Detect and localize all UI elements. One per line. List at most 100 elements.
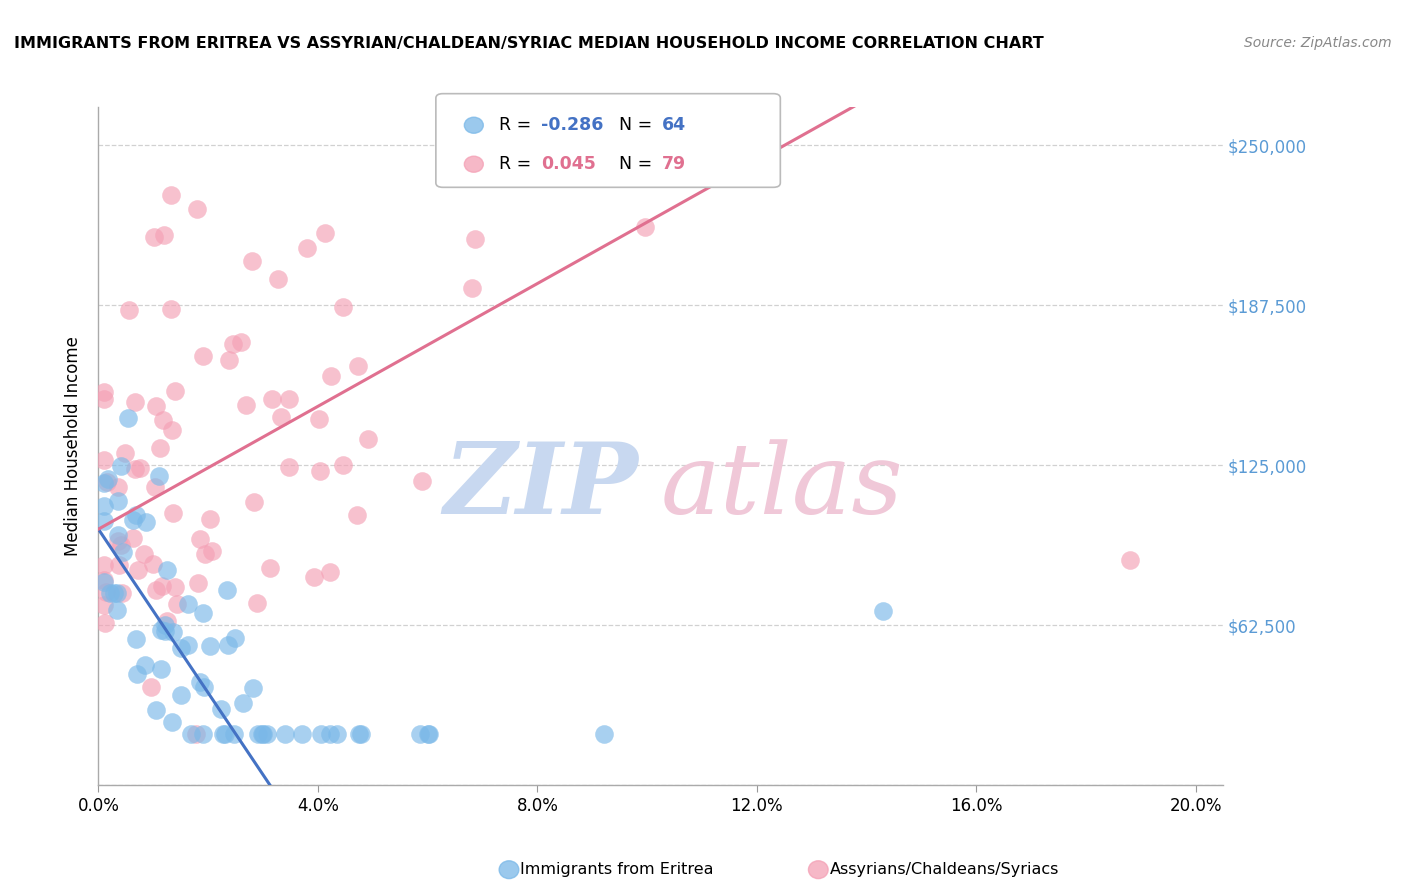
Point: [93, 574, 115, 589]
Point: [243, 495, 266, 509]
Point: [93, 475, 115, 490]
Point: [153, 227, 176, 242]
Point: [162, 625, 184, 640]
Point: [872, 604, 894, 618]
Point: [201, 543, 224, 558]
Text: Immigrants from Eritrea: Immigrants from Eritrea: [520, 863, 714, 877]
Point: [278, 392, 301, 406]
Point: [224, 631, 246, 645]
Point: [209, 702, 232, 716]
Point: [224, 727, 246, 741]
Point: [105, 603, 128, 617]
Text: R =: R =: [499, 155, 543, 173]
Point: [191, 727, 214, 741]
Point: [93, 573, 115, 587]
Point: [1119, 553, 1142, 567]
Point: [240, 253, 263, 268]
Text: N =: N =: [619, 116, 658, 134]
Point: [105, 586, 128, 600]
Point: [260, 392, 283, 406]
Point: [128, 461, 150, 475]
Point: [110, 538, 132, 552]
Point: [111, 585, 134, 599]
Point: [93, 599, 115, 613]
Point: [270, 409, 292, 424]
Point: [193, 680, 215, 694]
Point: [411, 475, 433, 489]
Text: Assyrians/Chaldeans/Syriacs: Assyrians/Chaldeans/Syriacs: [830, 863, 1059, 877]
Point: [274, 727, 297, 741]
Text: 0.045: 0.045: [541, 155, 596, 173]
Point: [145, 582, 167, 597]
Point: [124, 462, 146, 476]
Point: [198, 639, 221, 653]
Point: [256, 727, 278, 741]
Point: [103, 586, 125, 600]
Point: [318, 727, 340, 741]
Point: [252, 727, 274, 741]
Point: [107, 494, 129, 508]
Point: [150, 579, 173, 593]
Point: [188, 533, 211, 547]
Point: [98, 586, 121, 600]
Point: [149, 441, 172, 455]
Point: [418, 727, 440, 741]
Point: [127, 667, 149, 681]
Point: [408, 727, 430, 741]
Point: [125, 508, 148, 522]
Text: 64: 64: [662, 116, 686, 134]
Point: [246, 596, 269, 610]
Point: [332, 458, 354, 472]
Point: [734, 112, 756, 127]
Text: Source: ZipAtlas.com: Source: ZipAtlas.com: [1244, 36, 1392, 50]
Text: atlas: atlas: [661, 439, 904, 534]
Point: [346, 359, 368, 374]
Point: [177, 597, 200, 611]
Point: [108, 558, 131, 572]
Text: -0.286: -0.286: [541, 116, 603, 134]
Point: [110, 459, 132, 474]
Point: [107, 534, 129, 549]
Point: [163, 580, 186, 594]
Point: [143, 480, 166, 494]
Point: [107, 480, 129, 494]
Point: [93, 384, 115, 399]
Point: [122, 531, 145, 545]
Point: [93, 500, 115, 514]
Point: [118, 303, 141, 318]
Point: [634, 219, 657, 234]
Point: [97, 472, 120, 486]
Point: [319, 566, 342, 580]
Point: [125, 632, 148, 647]
Point: [290, 727, 312, 741]
Point: [418, 727, 440, 741]
Point: [127, 563, 149, 577]
Point: [166, 597, 188, 611]
Point: [309, 727, 332, 741]
Point: [124, 395, 146, 409]
Point: [302, 570, 325, 584]
Point: [93, 453, 115, 467]
Point: [143, 230, 166, 244]
Point: [593, 727, 616, 741]
Point: [93, 392, 115, 406]
Point: [319, 369, 342, 384]
Point: [111, 545, 134, 559]
Point: [222, 337, 245, 351]
Point: [194, 547, 217, 561]
Point: [170, 688, 193, 702]
Point: [346, 508, 368, 523]
Point: [217, 638, 239, 652]
Point: [155, 618, 177, 632]
Point: [349, 727, 371, 741]
Point: [295, 241, 318, 255]
Point: [149, 624, 172, 638]
Point: [170, 640, 193, 655]
Point: [347, 727, 370, 741]
Point: [153, 624, 176, 638]
Point: [259, 561, 281, 575]
Point: [96, 475, 118, 489]
Point: [107, 528, 129, 542]
Point: [278, 460, 301, 475]
Point: [142, 557, 165, 571]
